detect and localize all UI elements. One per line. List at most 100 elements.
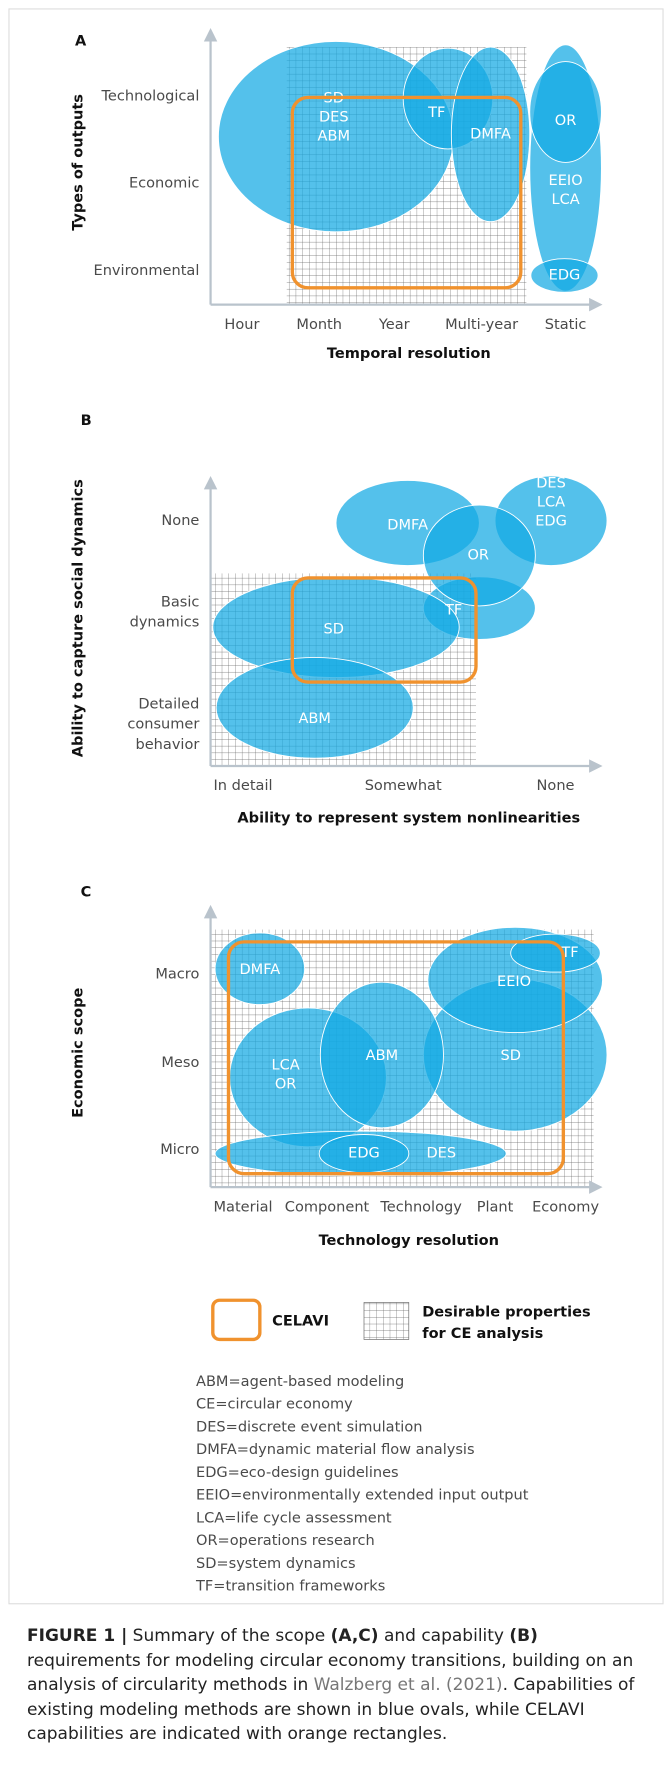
y-axis-label: Ability to capture social dynamics xyxy=(69,479,86,757)
oval-label: ABM xyxy=(298,710,330,727)
caption-text: and capability xyxy=(378,1626,510,1646)
panel-letter: B xyxy=(81,412,92,429)
method-oval xyxy=(530,258,599,293)
oval-label: DES xyxy=(426,1145,456,1162)
x-tick-label: Economy xyxy=(532,1198,599,1215)
abbreviation: EDG=eco-design guidelines xyxy=(196,1464,399,1481)
axis-arrow xyxy=(203,904,218,919)
x-tick-label: Somewhat xyxy=(365,777,442,794)
x-tick-label: Plant xyxy=(477,1198,514,1215)
x-tick-label: Static xyxy=(545,316,587,333)
oval-label: SD xyxy=(500,1047,520,1064)
oval-label: DES xyxy=(319,109,349,126)
y-axis-label: Types of outputs xyxy=(69,94,86,231)
axis-arrow xyxy=(203,27,218,42)
method-oval xyxy=(215,656,414,759)
method-oval xyxy=(319,981,444,1129)
x-axis-label: Technology resolution xyxy=(319,1232,499,1249)
oval-label: DMFA xyxy=(387,516,428,533)
citation-link[interactable]: Walzberg et al. (2021) xyxy=(313,1675,503,1695)
y-tick-label: Meso xyxy=(161,1054,199,1071)
method-oval xyxy=(529,61,602,163)
oval-label: LCA xyxy=(551,191,579,208)
y-tick-label: None xyxy=(161,512,199,529)
oval-label: EDG xyxy=(549,267,581,284)
axis-arrow xyxy=(589,759,603,773)
oval-label: ABM xyxy=(366,1047,398,1064)
y-tick-label: Micro xyxy=(160,1141,199,1158)
y-tick-label: consumer xyxy=(127,716,199,733)
abbreviation: EEIO=environmentally extended input outp… xyxy=(196,1487,529,1504)
oval-label: EEIO xyxy=(497,973,531,990)
abbreviation: TF=transition frameworks xyxy=(195,1578,385,1595)
method-oval xyxy=(450,46,531,223)
celavi-rect xyxy=(290,576,478,684)
x-tick-label: Hour xyxy=(224,316,259,333)
oval-label: EEIO xyxy=(534,455,568,472)
y-tick-label: Environmental xyxy=(94,262,200,279)
method-oval xyxy=(422,504,536,607)
method-oval xyxy=(510,933,601,973)
oval-label: DES xyxy=(536,474,566,491)
y-tick-label: dynamics xyxy=(130,614,200,631)
oval-label: LCA xyxy=(537,493,565,510)
legend: CELAVI Desirable properties for CE analy… xyxy=(211,1298,591,1342)
oval-label: SD xyxy=(324,620,344,637)
oval-label: OR xyxy=(555,112,577,129)
caption: FIGURE 1 | Summary of the scope (A,C) an… xyxy=(27,1624,649,1747)
panel: CDMFALCAORSDEEIOTFABMDESEDGMacroMesoMicr… xyxy=(69,884,608,1249)
legend-desirable: for CE analysis xyxy=(422,1325,543,1342)
caption-text: . Capabilities of existing modeling meth… xyxy=(27,1675,635,1744)
x-tick-label: In detail xyxy=(214,777,273,794)
x-tick-label: Multi-year xyxy=(445,316,518,333)
y-tick-label: Economic xyxy=(129,175,199,192)
panel: ASDDESABMTFDMFAEEIOLCAOREDGTechnological… xyxy=(69,27,603,362)
abbreviation: LCA=life cycle assessment xyxy=(196,1509,392,1526)
y-tick-label: Detailed xyxy=(138,695,199,712)
abbreviation: DMFA=dynamic material flow analysis xyxy=(196,1441,475,1458)
panel: B DMFA EEIO DES LCA EDG TF OR SD ABM None Basic dyna… xyxy=(69,412,608,827)
caption-label: FIGURE 1 | xyxy=(27,1626,128,1646)
axis-arrow xyxy=(589,297,603,312)
abbreviation: OR=operations research xyxy=(196,1532,375,1549)
legend-grid-icon xyxy=(363,1302,410,1340)
celavi-rect xyxy=(226,940,566,1176)
x-axis-label: Ability to represent system nonlineariti… xyxy=(237,810,580,827)
abbreviation: ABM=agent-based modeling xyxy=(196,1373,404,1390)
abbreviation: CE=circular economy xyxy=(196,1396,353,1413)
oval-label: OR xyxy=(467,546,489,563)
abbreviation: SD=system dynamics xyxy=(196,1555,356,1572)
abbreviation: DES=discrete event simulation xyxy=(196,1418,422,1435)
oval-label: DMFA xyxy=(470,125,511,142)
x-tick-label: Material xyxy=(213,1198,272,1215)
figure-frame xyxy=(8,8,664,1605)
oval-label: DMFA xyxy=(239,961,280,978)
caption-text: Summary of the scope xyxy=(127,1626,331,1646)
oval-label: TF xyxy=(444,601,462,618)
y-tick-label: Basic xyxy=(161,594,200,611)
figure: A SD DES ABM TF DMFA EEIO LCA OR EDG Technological… xyxy=(8,8,664,1605)
caption-text: requirements for modeling circular econo… xyxy=(27,1650,634,1696)
abbreviations: ABM=agent-based modeling CE=circular econ… xyxy=(195,1373,529,1595)
legend-celavi: CELAVI xyxy=(272,1313,329,1330)
oval-label: EDG xyxy=(535,512,567,529)
oval-label: EDG xyxy=(348,1145,380,1162)
x-tick-label: Month xyxy=(296,316,342,333)
y-tick-label: Technological xyxy=(100,87,199,104)
panel-letter: C xyxy=(81,884,92,901)
x-tick-label: Year xyxy=(378,316,410,333)
oval-label: OR xyxy=(275,1076,297,1093)
x-tick-label: Component xyxy=(285,1198,370,1215)
axis-arrow xyxy=(203,475,218,490)
x-tick-label: Technology xyxy=(379,1198,462,1215)
legend-celavi-icon xyxy=(211,1298,262,1342)
method-oval xyxy=(214,932,306,1006)
y-tick-label: Macro xyxy=(155,965,199,982)
oval-label: EEIO xyxy=(549,172,583,189)
y-tick-label: behavior xyxy=(136,736,200,753)
caption-text: (B) xyxy=(509,1626,538,1646)
caption-text: (A,C) xyxy=(330,1626,379,1646)
celavi-rect xyxy=(290,95,523,290)
oval-label: TF xyxy=(427,104,445,121)
